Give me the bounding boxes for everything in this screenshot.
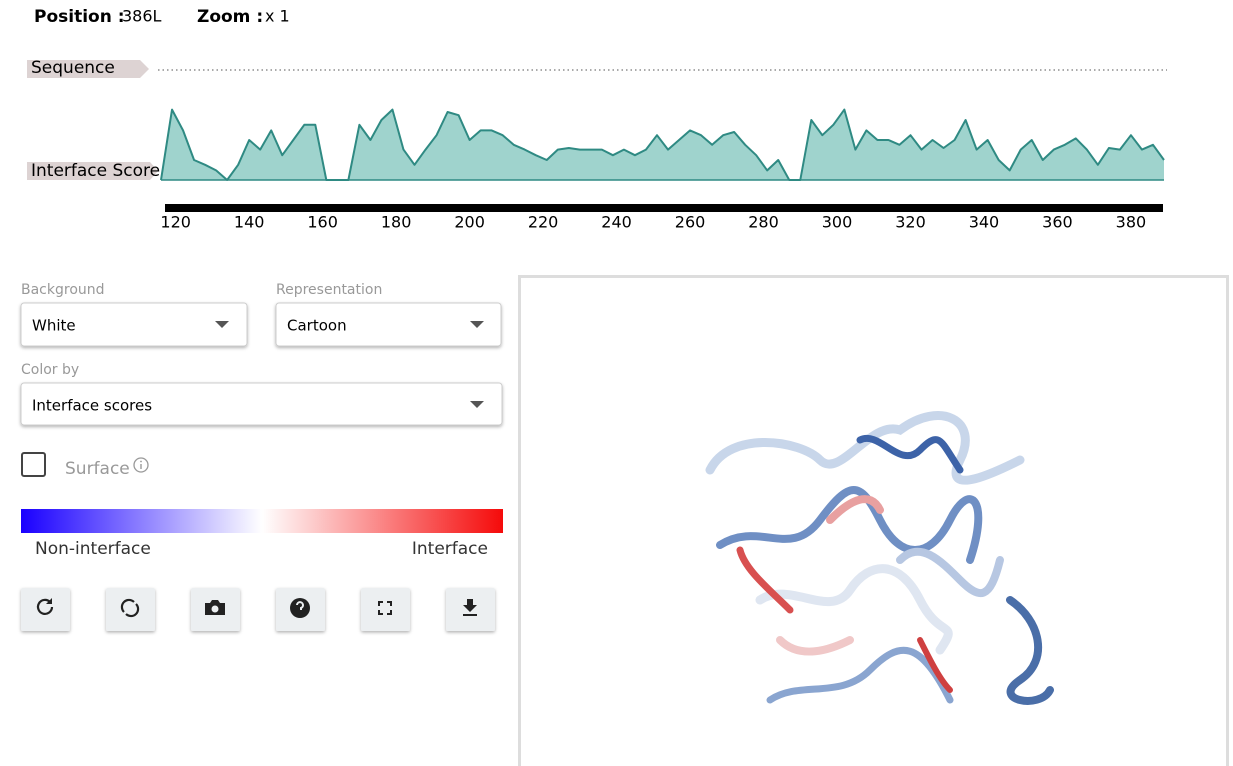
dropdown-arrow (470, 321, 484, 328)
representation-value: Cartoon (287, 317, 347, 335)
info-icon[interactable] (133, 457, 149, 473)
reset-button[interactable] (21, 588, 70, 631)
fullscreen-button[interactable] (361, 588, 410, 631)
viewer[interactable] (518, 275, 1229, 766)
x-tick-label: 220 (528, 213, 559, 232)
info-icon-bar (140, 464, 142, 469)
toolbar (21, 588, 495, 631)
spin-button[interactable] (106, 588, 155, 631)
x-tick-label: 360 (1042, 213, 1073, 232)
x-tick-label: 320 (895, 213, 926, 232)
x-tick-label: 240 (601, 213, 632, 232)
surface-label: Surface (65, 459, 130, 479)
dropdown-arrow (470, 401, 484, 408)
position-label: Position : (34, 7, 125, 27)
sequence-label: Sequence (31, 58, 115, 78)
x-tick-label: 300 (822, 213, 853, 232)
x-tick-label: 380 (1116, 213, 1147, 232)
color-scale (21, 509, 503, 533)
reset-icon-arrow (46, 598, 52, 604)
score-label: Interface Score (31, 161, 160, 181)
position-value: 386L (122, 7, 162, 26)
track-tag (27, 162, 158, 180)
background-value: White (32, 317, 76, 335)
x-tick-label: 160 (307, 213, 338, 232)
score-area (161, 109, 1164, 180)
x-tick-label: 120 (160, 213, 191, 232)
representation-label: Representation (276, 282, 382, 298)
legend-low: Non-interface (35, 539, 151, 559)
camera-lens (211, 605, 219, 613)
zoom-value: x 1 (265, 7, 290, 26)
surface-checkbox[interactable] (21, 452, 46, 477)
dropdown-arrow (215, 321, 229, 328)
fullscreen-icon (378, 601, 392, 615)
spin-icon (120, 598, 140, 618)
reset-icon (36, 598, 54, 615)
background-label: Background (21, 282, 105, 298)
track-tag (27, 60, 149, 78)
x-tick-label: 260 (675, 213, 706, 232)
x-tick-label: 140 (234, 213, 265, 232)
zoom-label: Zoom : (197, 7, 263, 27)
x-tick-label: 280 (748, 213, 779, 232)
color-by-value: Interface scores (32, 397, 152, 415)
color-by-label: Color by (21, 362, 79, 378)
legend-high: Interface (412, 539, 488, 559)
axis-bar (165, 204, 1163, 212)
x-tick-label: 180 (381, 213, 412, 232)
representation-select[interactable] (275, 302, 502, 347)
protein-structure (705, 411, 1054, 705)
info-icon-dot (140, 460, 142, 463)
color-by-select[interactable] (20, 382, 503, 426)
x-tick-label: 340 (969, 213, 1000, 232)
download-icon (463, 599, 477, 616)
x-tick-label: 200 (454, 213, 485, 232)
background-select[interactable] (20, 302, 248, 347)
help-mark (296, 601, 304, 610)
